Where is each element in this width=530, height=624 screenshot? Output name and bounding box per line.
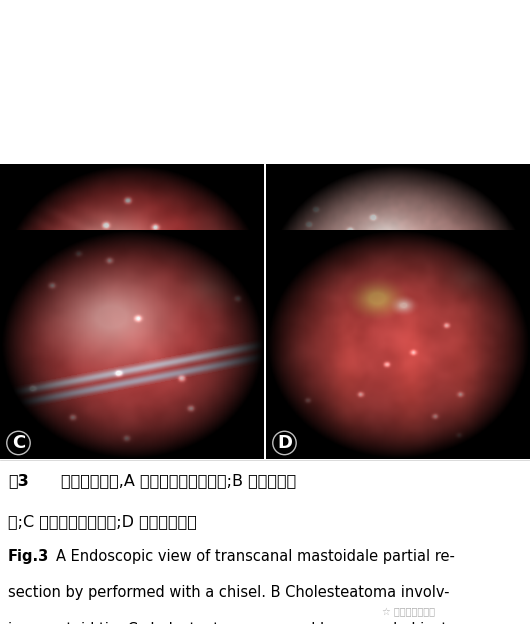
Text: 图3: 图3 <box>8 473 29 488</box>
Text: section by performed with a chisel. B Cholesteatoma involv-: section by performed with a chisel. B Ch… <box>8 585 449 600</box>
Text: Fig.3: Fig.3 <box>8 548 49 563</box>
Text: 瘤;C 清理乳突尖胆脂瘤;D 显露乳突尖。: 瘤;C 清理乳突尖胆脂瘤;D 显露乳突尖。 <box>8 514 197 529</box>
Text: ☆ 中华耳科学杂志: ☆ 中华耳科学杂志 <box>382 607 435 617</box>
Text: 内镜经外耳道,A 骨凿去除乳突尖骨质;B 乳突尖胆脂: 内镜经外耳道,A 骨凿去除乳突尖骨质;B 乳突尖胆脂 <box>61 473 296 488</box>
Text: A: A <box>12 368 25 386</box>
Text: B: B <box>278 368 292 386</box>
Text: ing mastoid tip. C cholesteatoma removal by an angled instru-: ing mastoid tip. C cholesteatoma removal… <box>8 622 468 624</box>
Text: C: C <box>12 434 25 452</box>
Text: D: D <box>277 434 292 452</box>
Text: A Endoscopic view of transcanal mastoidale partial re-: A Endoscopic view of transcanal mastoida… <box>56 548 455 563</box>
